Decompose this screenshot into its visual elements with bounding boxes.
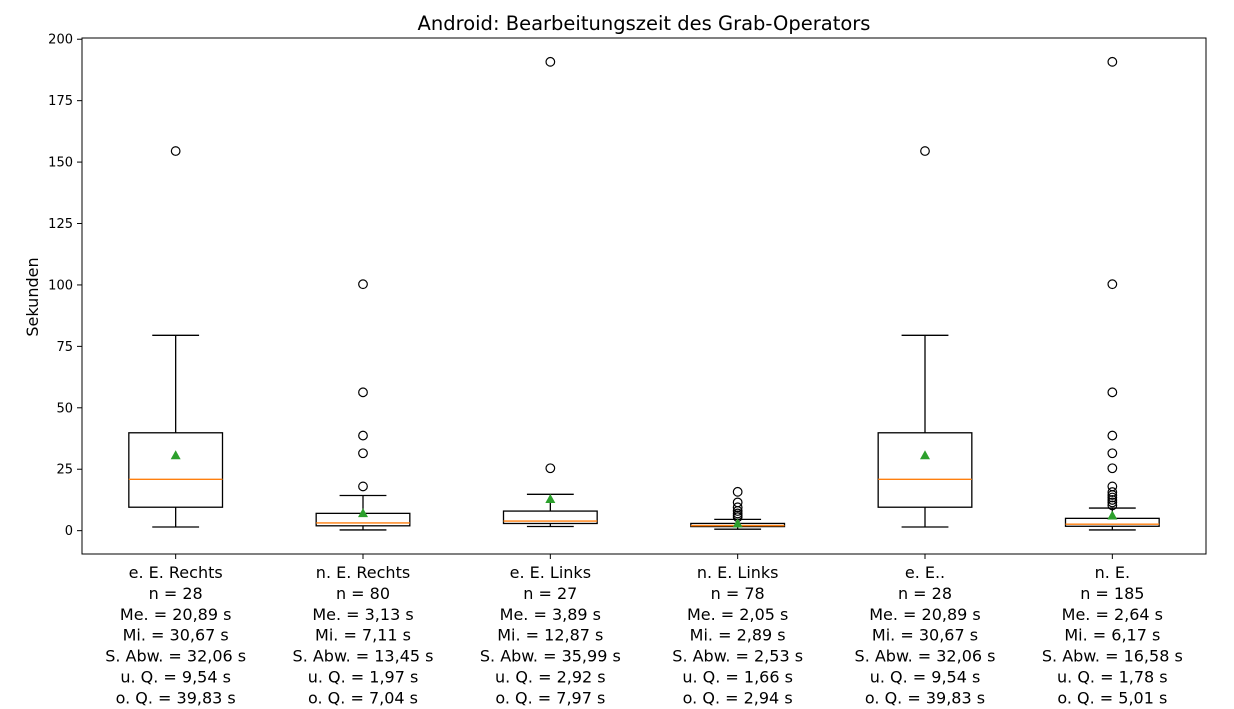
outlier-point [358, 387, 368, 398]
x-category-label-line: e. E. Links [510, 563, 591, 582]
outlier-point [1107, 387, 1118, 398]
y-tick-label: 0 [65, 524, 73, 539]
outlier-point [358, 279, 368, 290]
x-category-label-line: Me. = 3,13 s [312, 605, 413, 624]
box [128, 432, 224, 508]
x-category-label-line: o. Q. = 7,97 s [495, 688, 605, 707]
x-category-label-line: n. E. Links [697, 563, 779, 582]
y-tick-label: 175 [48, 94, 73, 109]
outlier-point [732, 497, 743, 508]
x-category-label-line: S. Abw. = 32,06 s [105, 647, 246, 666]
x-category-label-line: n = 27 [523, 584, 577, 603]
y-tick-label: 25 [56, 463, 73, 478]
outlier-point [1107, 497, 1118, 508]
x-category-label-line: e. E.. [905, 563, 945, 582]
x-category-label-line: n = 80 [336, 584, 390, 603]
y-tick-label: 150 [48, 156, 73, 171]
mean-marker [732, 518, 743, 528]
x-category-label-line: Mi. = 6,17 s [1064, 626, 1160, 645]
x-category-label-line: n = 28 [149, 584, 203, 603]
x-category-label-line: n = 28 [898, 584, 952, 603]
x-category-label: e. E. Rechts n = 28 Me. = 20,89 s Mi. = 30,… [105, 563, 246, 707]
x-category-label-line: S. Abw. = 35,99 s [480, 647, 621, 666]
x-category-label-line: S. Abw. = 32,06 s [855, 647, 996, 666]
x-category-label-line: u. Q. = 1,78 s [1057, 668, 1168, 687]
x-category-label-line: u. Q. = 2,92 s [495, 668, 606, 687]
x-category-label-line: Mi. = 30,67 s [123, 626, 229, 645]
x-category-label-line: o. Q. = 39,83 s [116, 688, 236, 707]
chart-title: Android: Bearbeitungszeit des Grab-Opera… [418, 12, 871, 35]
box [502, 510, 598, 525]
outlier-point [920, 146, 930, 156]
y-tick-label: 50 [56, 401, 73, 416]
mean-marker [358, 508, 368, 518]
outlier-point [1107, 481, 1118, 492]
x-category-label-line: n. E. Rechts [316, 563, 410, 582]
x-category-label-line: u. Q. = 1,66 s [682, 668, 793, 687]
outlier-point [1107, 430, 1118, 441]
x-category-label-line: o. Q. = 39,83 s [865, 688, 985, 707]
x-category-label-line: S. Abw. = 13,45 s [293, 647, 434, 666]
outlier-point [732, 502, 743, 513]
x-category-label-line: o. Q. = 7,04 s [308, 688, 418, 707]
x-category-label-line: n. E. [1095, 563, 1131, 582]
x-category-label-line: Me. = 2,64 s [1062, 605, 1163, 624]
x-category-label-line: Me. = 20,89 s [120, 605, 232, 624]
x-category-label-line: u. Q. = 1,97 s [308, 668, 419, 687]
plot-frame [81, 37, 1207, 555]
y-axis-label: Sekunden [23, 257, 42, 336]
x-category-label-line: Me. = 2,05 s [687, 605, 788, 624]
x-category-label-line: Me. = 3,89 s [500, 605, 601, 624]
x-category-label-line: e. E. Rechts [129, 563, 223, 582]
mean-marker [170, 450, 181, 460]
outlier-point [170, 146, 181, 156]
box [1064, 517, 1160, 527]
outlier-point [1107, 463, 1118, 474]
x-category-label-line: Me. = 20,89 s [869, 605, 981, 624]
outlier-point [1107, 279, 1118, 290]
outlier-point [1107, 500, 1118, 511]
y-tick-label: 125 [48, 217, 73, 232]
mean-marker [545, 494, 556, 504]
x-category-label: n. E. n = 185 Me. = 2,64 s Mi. = 6,17 s S. A… [1042, 563, 1183, 707]
mean-marker [1107, 510, 1118, 520]
outlier-point [545, 463, 556, 474]
x-category-label-line: Mi. = 2,89 s [690, 626, 786, 645]
outlier-point [1107, 448, 1118, 459]
x-category-label: e. E.. n = 28 Me. = 20,89 s Mi. = 30,67 s S.… [855, 563, 996, 707]
x-category-label-line: Mi. = 12,87 s [497, 626, 603, 645]
outlier-point [358, 481, 368, 492]
outlier-point [1107, 487, 1118, 497]
x-category-label-line: S. Abw. = 16,58 s [1042, 647, 1183, 666]
outlier-point [732, 486, 743, 497]
x-category-label: n. E. Links n = 78 Me. = 2,05 s Mi. = 2,89 … [672, 563, 803, 707]
plot-area: 0 25 50 75 100 125 150 175 200 e. E. Rechts n = 28… [48, 33, 1207, 707]
outlier-point [1107, 56, 1118, 67]
x-category-label-line: S. Abw. = 2,53 s [672, 647, 803, 666]
x-category-label: n. E. Rechts n = 80 Me. = 3,13 s Mi. = 7,11… [293, 563, 434, 707]
x-category-label-line: n = 78 [711, 584, 765, 603]
outlier-point [545, 56, 556, 67]
y-tick-label: 200 [48, 33, 73, 48]
y-tick-label: 75 [56, 340, 73, 355]
box [877, 432, 973, 508]
outlier-point [358, 430, 368, 441]
x-category-label: e. E. Links n = 27 Me. = 3,89 s Mi. = 12,87… [480, 563, 621, 707]
y-tick-label: 100 [48, 278, 73, 293]
x-category-label-line: Mi. = 30,67 s [872, 626, 978, 645]
x-category-label-line: Mi. = 7,11 s [315, 626, 411, 645]
x-category-label-line: n = 185 [1080, 584, 1144, 603]
x-category-label-line: u. Q. = 9,54 s [870, 668, 981, 687]
outlier-point [358, 448, 368, 459]
outlier-point [732, 508, 743, 519]
outlier-point [1107, 492, 1118, 503]
outlier-point [1107, 495, 1118, 505]
mean-marker [920, 450, 930, 460]
x-category-label-line: u. Q. = 9,54 s [120, 668, 231, 687]
x-category-label-line: o. Q. = 5,01 s [1057, 688, 1167, 707]
x-category-label-line: o. Q. = 2,94 s [683, 688, 793, 707]
